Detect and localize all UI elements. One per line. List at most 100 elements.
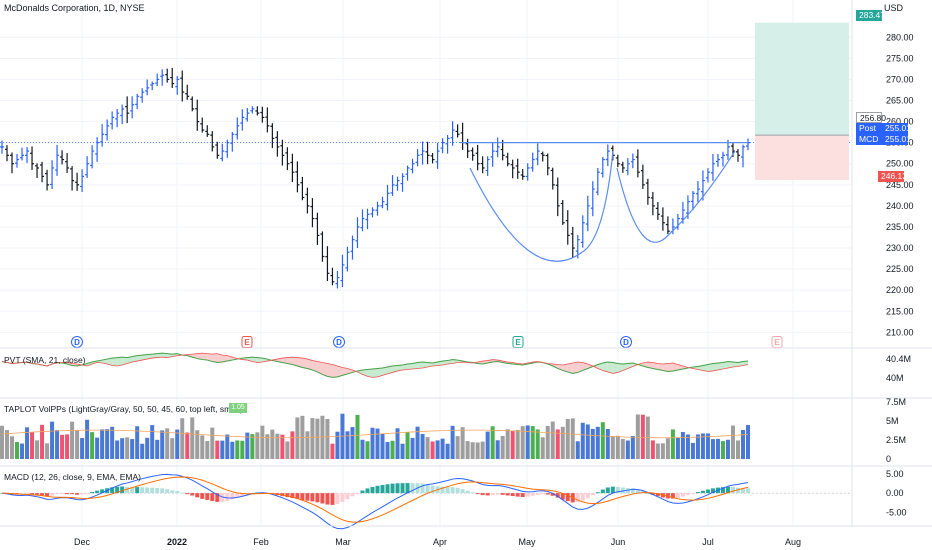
- price-bar: [380, 196, 385, 209]
- volume-bar: [540, 437, 545, 459]
- price-tick-label: 245.00: [886, 180, 914, 190]
- volume-bar: [120, 438, 125, 459]
- volume-bar: [270, 429, 275, 459]
- volume-bar: [530, 426, 535, 459]
- price-bar: [90, 145, 95, 169]
- macd-histogram-bar: [650, 493, 655, 495]
- pvt-title[interactable]: PVT (SMA, 21, close): [4, 355, 86, 365]
- volume-tick-label: 2.5M: [886, 435, 906, 445]
- price-tick-label: 275.00: [886, 53, 914, 63]
- cup-handle-drawing[interactable]: [460, 142, 748, 262]
- volume-bar: [85, 419, 90, 459]
- long-position-tool[interactable]: [755, 22, 849, 181]
- volume-bar: [370, 427, 375, 459]
- pvt-fill: [342, 367, 348, 376]
- volume-bar: [615, 435, 620, 459]
- price-bar: [225, 139, 230, 158]
- macd-histogram-bar: [610, 486, 615, 494]
- price-bar: [95, 137, 100, 162]
- price-bar: [115, 109, 120, 128]
- price-bar: [180, 70, 185, 102]
- pvt-fill: [222, 355, 228, 363]
- price-bar: [600, 156, 605, 178]
- macd-histogram-bar: [220, 493, 225, 502]
- event-letter: E: [244, 338, 250, 347]
- price-bar: [185, 84, 190, 100]
- price-bar: [330, 267, 335, 286]
- macd-histogram-bar: [630, 488, 635, 494]
- price-tick-label: 215.00: [886, 306, 914, 316]
- pvt-fill: [707, 363, 713, 372]
- price-bar: [315, 212, 320, 245]
- volume-bar: [115, 440, 120, 459]
- macd-histogram-bar: [510, 493, 515, 497]
- macd-histogram-bar: [320, 493, 325, 504]
- volume-bar: [570, 418, 575, 459]
- volume-bar: [150, 425, 155, 459]
- volume-bar: [240, 440, 245, 459]
- price-bar: [45, 169, 50, 191]
- price-bar: [515, 158, 520, 179]
- volume-bar: [355, 414, 360, 459]
- price-tick-label: 250.00: [886, 159, 914, 169]
- volume-bar: [605, 428, 610, 459]
- volume-bar: [40, 424, 45, 459]
- price-bar: [500, 139, 505, 161]
- pvt-tick-label: 40M: [886, 373, 904, 383]
- price-bar: [410, 158, 415, 174]
- macd-title[interactable]: MACD (12, 26, close, 9, EMA, EMA): [4, 472, 141, 482]
- price-bar: [400, 173, 405, 192]
- macd-histogram-bar: [165, 489, 170, 494]
- volume-bar: [165, 428, 170, 459]
- event-marker-dividend: D: [333, 336, 345, 348]
- volume-bar: [680, 432, 685, 459]
- pvt-fill: [287, 357, 293, 365]
- volume-bar: [705, 433, 710, 459]
- macd-histogram-bar: [355, 493, 360, 495]
- volume-title[interactable]: TAPLOT VolPPs (LightGray/Gray, 50, 50, 4…: [4, 404, 243, 414]
- pvt-fill: [572, 362, 578, 374]
- price-bar: [430, 153, 435, 164]
- volume-bar: [330, 443, 335, 459]
- pvt-fill: [297, 357, 303, 368]
- price-bars: [0, 67, 750, 289]
- macd-histogram-bar: [740, 488, 745, 494]
- macd-histogram-bar: [585, 493, 590, 499]
- pvt-fill: [162, 353, 168, 358]
- pvt-fill: [562, 364, 568, 372]
- price-bar: [645, 178, 650, 205]
- volume-bar: [345, 431, 350, 459]
- volume-bar: [295, 417, 300, 459]
- pvt-fill: [332, 364, 338, 378]
- price-bar: [530, 152, 535, 172]
- price-bar: [710, 154, 715, 181]
- pvt-fill: [417, 362, 423, 369]
- price-bar: [295, 161, 300, 193]
- macd-histogram-bar: [390, 483, 395, 494]
- volume-bar: [335, 431, 340, 459]
- price-bar: [375, 201, 380, 216]
- price-bar: [550, 167, 555, 190]
- macd-histogram-bar: [65, 493, 70, 495]
- macd-histogram-bar: [155, 488, 160, 494]
- macd-histogram-bar: [400, 483, 405, 494]
- event-letter: D: [336, 338, 342, 347]
- macd-histogram-bar: [50, 493, 55, 496]
- pvt-fill: [412, 362, 418, 369]
- volume-bar: [0, 425, 4, 459]
- macd-histogram-bar: [55, 493, 60, 495]
- pvt-fill: [252, 357, 258, 363]
- volume-bar: [670, 429, 675, 459]
- volume-bar: [700, 433, 705, 459]
- macd-histogram-bar: [345, 493, 350, 500]
- symbol-title[interactable]: McDonalds Corporation, 1D, NYSE: [4, 3, 145, 13]
- price-bar: [715, 153, 720, 167]
- price-bar: [640, 164, 645, 190]
- volume-bar: [375, 428, 380, 459]
- volume-bar: [170, 438, 175, 459]
- price-bar: [105, 119, 110, 141]
- pvt-fill: [157, 353, 163, 358]
- price-bar: [440, 138, 445, 154]
